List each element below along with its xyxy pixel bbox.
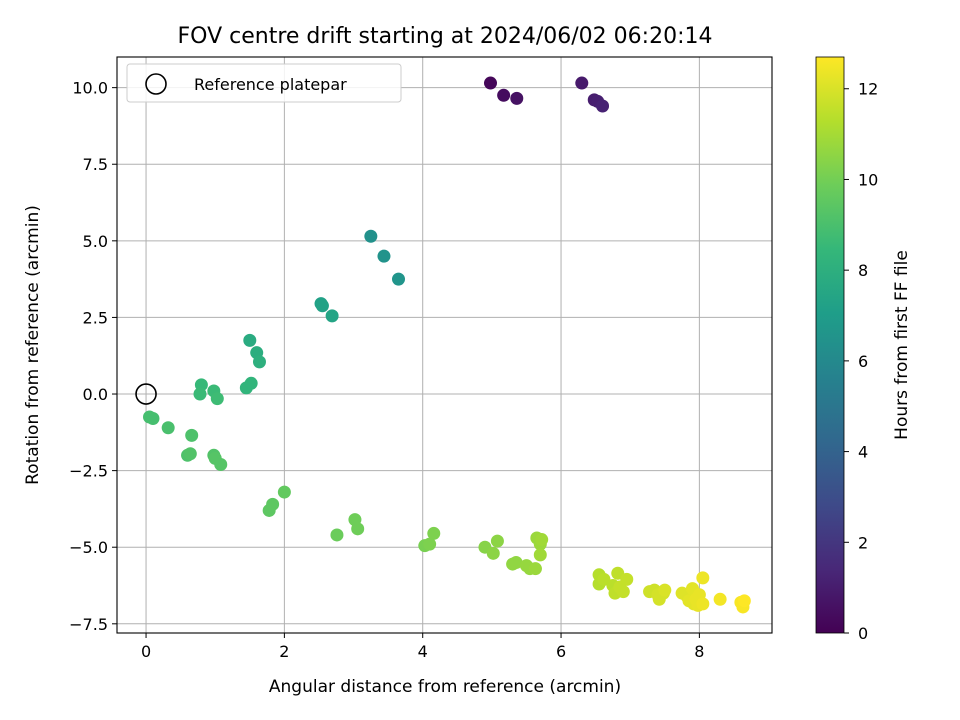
data-point — [713, 592, 727, 606]
colorbar-tick-label: 0 — [858, 624, 868, 643]
data-point — [210, 392, 224, 406]
legend-marker-icon — [145, 73, 167, 95]
y-axis-title: Rotation from reference (arcmin) — [23, 205, 43, 485]
data-point — [497, 88, 511, 102]
data-point — [377, 249, 391, 263]
data-point — [620, 572, 634, 586]
colorbar-title: Hours from first FF file — [892, 250, 912, 440]
colorbar-tick-label: 12 — [858, 80, 878, 99]
data-point — [596, 99, 610, 113]
grid-lines — [117, 57, 772, 633]
x-axis-ticks: 0 2 4 6 8 — [141, 633, 704, 661]
legend-box — [126, 63, 402, 103]
colorbar-tick-label: 10 — [858, 170, 878, 189]
y-tick-label: 5.0 — [83, 232, 108, 251]
data-point — [214, 457, 228, 471]
data-point — [392, 272, 406, 286]
data-point — [243, 333, 257, 347]
data-point — [161, 421, 175, 435]
data-point — [616, 585, 630, 599]
data-point — [575, 76, 589, 90]
data-point — [252, 355, 266, 369]
x-tick-label: 8 — [694, 642, 704, 661]
data-point — [146, 412, 160, 426]
x-axis-title: Angular distance from reference (arcmin) — [269, 677, 621, 697]
data-point — [696, 597, 710, 611]
colorbar-ticks: 0 2 4 6 8 10 12 — [844, 80, 878, 643]
x-tick-label: 2 — [279, 642, 289, 661]
chart-title: FOV centre drift starting at 2024/06/02 … — [178, 24, 713, 49]
y-tick-label: 10.0 — [72, 79, 108, 98]
data-point — [490, 534, 504, 548]
x-tick-label: 0 — [141, 642, 151, 661]
data-point — [277, 485, 291, 499]
data-point — [244, 376, 258, 390]
reference-platepar-marker — [135, 383, 157, 405]
data-point — [509, 556, 523, 570]
data-point — [658, 583, 672, 597]
colorbar — [815, 56, 845, 634]
data-point — [351, 522, 365, 536]
colorbar-tick-label: 6 — [858, 352, 868, 371]
data-point — [528, 562, 542, 576]
data-point — [423, 537, 437, 551]
legend: Reference platepar — [126, 63, 402, 103]
data-point — [427, 526, 441, 540]
x-tick-label: 4 — [418, 642, 428, 661]
y-tick-label: 0.0 — [83, 385, 108, 404]
colorbar-tick-label: 2 — [858, 533, 868, 552]
data-point — [510, 91, 524, 105]
data-point — [330, 528, 344, 542]
y-tick-label: 7.5 — [83, 155, 108, 174]
data-point — [696, 571, 710, 585]
y-tick-label: −7.5 — [69, 615, 108, 634]
data-point — [535, 533, 549, 547]
y-tick-label: −5.0 — [69, 538, 108, 557]
y-tick-label: 2.5 — [83, 308, 108, 327]
y-axis-ticks: −7.5 −5.0 −2.5 0.0 2.5 5.0 7.5 10.0 — [69, 79, 117, 634]
data-point — [486, 546, 500, 560]
data-point — [315, 299, 329, 313]
data-point — [183, 447, 197, 461]
data-point — [193, 387, 207, 401]
x-tick-label: 6 — [556, 642, 566, 661]
legend-label: Reference platepar — [194, 75, 347, 94]
y-tick-label: −2.5 — [69, 462, 108, 481]
plot-frame — [116, 56, 773, 634]
data-point — [483, 76, 497, 90]
data-point — [364, 229, 378, 243]
data-point — [533, 548, 547, 562]
colorbar-tick-label: 8 — [858, 261, 868, 280]
data-point — [737, 594, 751, 608]
data-point — [325, 309, 339, 323]
data-point — [266, 497, 280, 511]
data-points — [143, 76, 751, 614]
colorbar-tick-label: 4 — [858, 443, 868, 462]
data-point — [185, 428, 199, 442]
